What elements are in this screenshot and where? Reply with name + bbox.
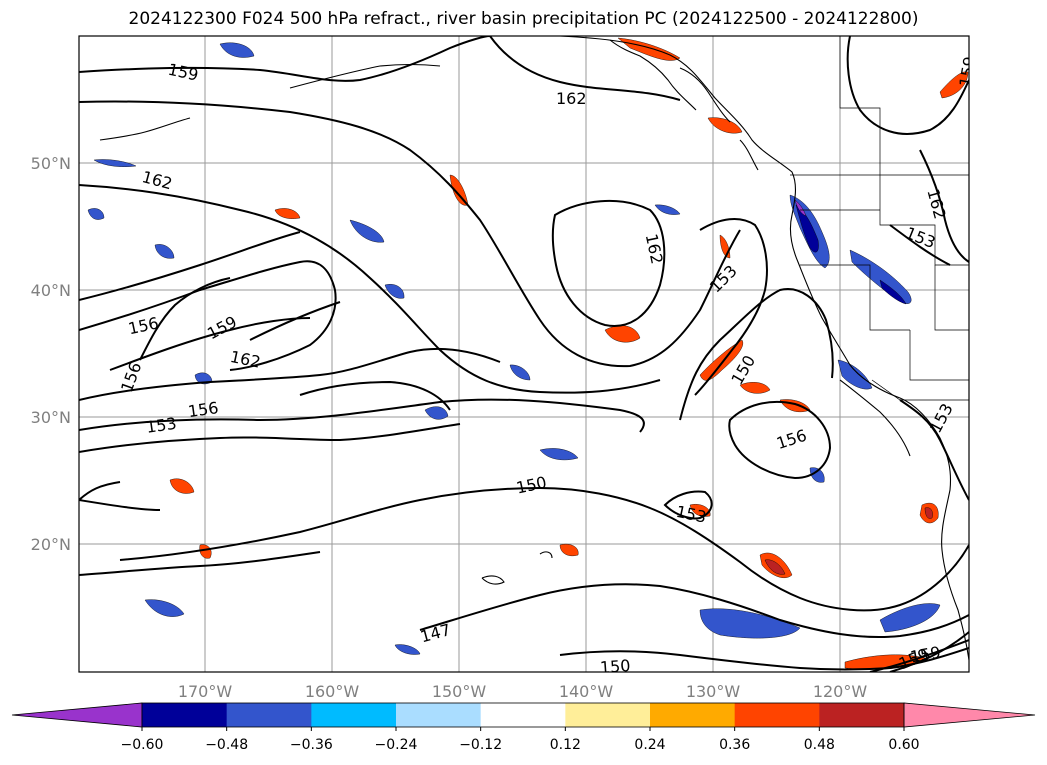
lon-tick-label: 170°W — [178, 682, 233, 701]
contour-label: 153 — [145, 414, 178, 437]
colorbar-extend-low — [11, 702, 143, 728]
lon-tick-label: 150°W — [432, 682, 487, 701]
colorbar-frame — [141, 702, 905, 728]
gridlines — [79, 36, 969, 672]
colorbar-segment — [142, 703, 228, 727]
colorbar-tick-label: 0.60 — [888, 737, 919, 753]
lat-tick-label: 40°N — [31, 281, 71, 300]
colorbar-tick-label: 0.48 — [804, 737, 835, 753]
colorbar-tick-label: −0.36 — [290, 737, 333, 753]
colorbar-tick-label: −0.60 — [121, 737, 164, 753]
contour-label: 150 — [599, 656, 631, 677]
contour-label: 156 — [187, 398, 220, 421]
colorbar-segment — [565, 703, 651, 727]
colorbar-segment — [819, 703, 905, 727]
lon-tick-label: 120°W — [813, 682, 868, 701]
colorbar: −0.60 −0.48 −0.36 −0.24 −0.12 0.12 0.24 0.36 0.4… — [11, 702, 1036, 753]
contour-label: 159 — [955, 55, 979, 88]
colorbar-tick-label: −0.48 — [205, 737, 248, 753]
lat-tick-label: 30°N — [31, 408, 71, 427]
map-area — [79, 36, 969, 672]
colorbar-tick-label: 0.24 — [634, 737, 665, 753]
colorbar-segment — [396, 703, 482, 727]
colorbar-tick-label: −0.12 — [459, 737, 502, 753]
colorbar-tick-label: 0.36 — [719, 737, 750, 753]
longitude-ticks: 170°W 160°W 150°W 140°W 130°W 120°W — [178, 682, 868, 701]
lon-tick-label: 140°W — [559, 682, 614, 701]
lat-tick-label: 20°N — [31, 535, 71, 554]
colorbar-segment — [226, 703, 312, 727]
colorbar-segment — [650, 703, 736, 727]
map-title: 2024122300 F024 500 hPa refract., river … — [128, 9, 919, 29]
colorbar-segment — [480, 703, 566, 727]
coastlines — [99, 36, 969, 661]
colorbar-segment — [311, 703, 397, 727]
colorbar-tick-label: −0.24 — [375, 737, 418, 753]
lon-tick-label: 130°W — [686, 682, 741, 701]
lat-tick-label: 50°N — [31, 154, 71, 173]
colorbar-segment — [734, 703, 820, 727]
colorbar-extend-high — [903, 702, 1036, 728]
geopotential-contours — [79, 36, 969, 672]
contour-label: 162 — [556, 89, 587, 108]
lon-tick-label: 160°W — [305, 682, 360, 701]
colorbar-tick-label: 0.12 — [550, 737, 581, 753]
map-frame — [78, 35, 970, 673]
latitude-ticks: 50°N 40°N 30°N 20°N — [31, 154, 71, 554]
